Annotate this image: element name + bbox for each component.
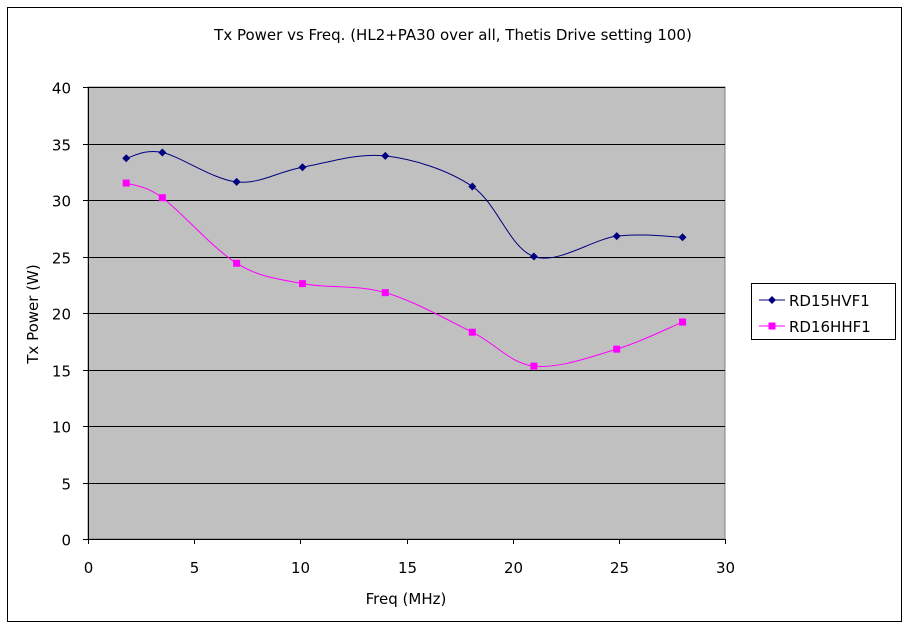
series-line-RD15HVF1: [126, 151, 683, 259]
y-tick-label: 25: [52, 250, 71, 268]
data-point-RD15HVF1-1: [158, 148, 167, 157]
x-tick-label: 20: [504, 559, 523, 577]
y-tick-label: 5: [61, 476, 71, 494]
data-point-RD15HVF1-3: [298, 163, 307, 172]
data-point-RD15HVF1-2: [232, 177, 241, 186]
y-axis-title: Tx Power (W): [24, 264, 42, 364]
x-axis-title: Freq (MHz): [366, 590, 447, 608]
y-tick-label: 15: [52, 363, 71, 381]
data-point-RD16HHF1-8: [679, 318, 687, 326]
x-tick-label: 0: [84, 559, 94, 577]
data-point-RD16HHF1-7: [613, 345, 621, 353]
data-point-RD16HHF1-4: [381, 289, 389, 297]
series-RD16HHF1: [122, 179, 687, 370]
legend-marker-RD16HHF1: [768, 322, 776, 330]
y-tick-label: 35: [52, 137, 71, 155]
data-point-RD16HHF1-0: [122, 179, 130, 187]
y-tick-label: 40: [52, 80, 71, 98]
data-point-RD15HVF1-7: [612, 232, 621, 241]
data-point-RD15HVF1-0: [122, 154, 131, 163]
x-tick-label: 10: [291, 559, 310, 577]
legend-label-RD15HVF1: RD15HVF1: [789, 292, 870, 310]
y-axis-ticks: 0 5 10 15 20 25 30 35 40: [52, 80, 89, 550]
chart-title: Tx Power vs Freq. (HL2+PA30 over all, Th…: [213, 26, 692, 44]
legend-marker-RD15HVF1: [768, 296, 776, 304]
legend: RD15HVF1 RD16HHF1: [751, 283, 896, 340]
legend-box: [751, 283, 896, 340]
data-point-RD15HVF1-4: [381, 151, 390, 160]
data-point-RD16HHF1-1: [158, 194, 166, 202]
data-point-RD16HHF1-2: [233, 259, 241, 267]
x-tick-label: 25: [610, 559, 629, 577]
data-point-RD15HVF1-8: [678, 233, 687, 242]
data-point-RD16HHF1-5: [468, 328, 476, 336]
data-point-RD15HVF1-6: [529, 252, 538, 261]
y-tick-label: 10: [52, 419, 71, 437]
y-tick-label: 0: [61, 532, 71, 550]
data-point-RD16HHF1-6: [530, 362, 538, 370]
series-layer: [122, 148, 687, 370]
series-RD15HVF1: [122, 148, 687, 261]
data-point-RD15HVF1-5: [468, 182, 477, 191]
data-point-RD16HHF1-3: [298, 280, 306, 288]
legend-label-RD16HHF1: RD16HHF1: [789, 318, 871, 336]
x-axis-ticks: 0 5 10 15 20 25 30: [84, 539, 735, 577]
y-tick-label: 30: [52, 193, 71, 211]
x-tick-label: 30: [716, 559, 735, 577]
gridlines: [88, 87, 725, 484]
y-tick-label: 20: [52, 306, 71, 324]
x-tick-label: 5: [190, 559, 200, 577]
x-tick-label: 15: [398, 559, 417, 577]
